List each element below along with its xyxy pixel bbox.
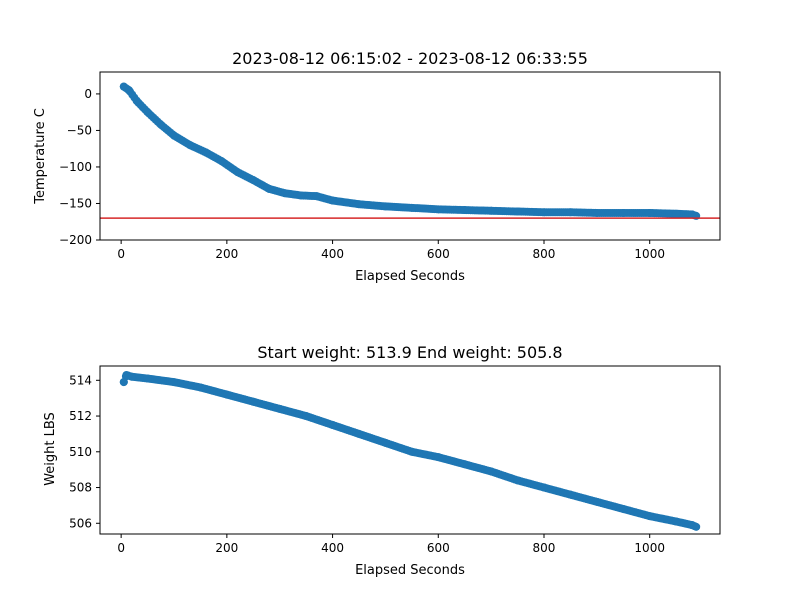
temperature-data-point (487, 206, 496, 215)
weight-data-point (119, 378, 128, 387)
temperature-y-tick-label: −150 (59, 196, 92, 210)
temperature-data-point (170, 131, 178, 140)
temperature-subplot: 2023-08-12 06:15:02 - 2023-08-12 06:33:5… (33, 49, 721, 284)
temperature-y-axis-label: Temperature C (33, 108, 48, 205)
temperature-data-point (539, 208, 548, 217)
weight-data-point (592, 497, 601, 506)
temperature-chart-title: 2023-08-12 06:15:02 - 2023-08-12 06:33:5… (232, 49, 588, 68)
temperature-data-point (672, 209, 681, 218)
temperature-markers (119, 82, 701, 220)
temperature-data-point (407, 203, 416, 212)
weight-data-point (275, 404, 284, 413)
temperature-data-point (201, 148, 210, 157)
weight-y-tick-label: 508 (69, 481, 92, 495)
temperature-y-tick-label: −200 (59, 233, 92, 247)
weight-data-point (222, 390, 231, 399)
temperature-x-tick-label: 200 (215, 247, 238, 261)
weight-data-point (566, 490, 575, 499)
weight-subplot: Start weight: 513.9 End weight: 505.8 El… (43, 343, 721, 578)
weight-data-point (619, 504, 628, 513)
weight-y-tick-label: 510 (69, 445, 92, 459)
weight-y-axis-label: Weight LBS (43, 412, 58, 486)
weight-data-point (692, 522, 701, 531)
temperature-axes-frame (99, 71, 721, 241)
temperature-data-point (592, 208, 601, 217)
weight-data-point (513, 476, 522, 485)
temperature-data-point (434, 205, 443, 214)
weight-x-tick-label: 0 (117, 541, 125, 555)
temperature-data-point (381, 202, 390, 211)
weight-data-point (249, 397, 258, 406)
temperature-y-ticks: −200 −150 −100 −50 0 (59, 87, 100, 247)
temperature-x-ticks: 0 200 400 600 800 1000 (117, 240, 665, 261)
weight-x-tick-label: 200 (215, 541, 238, 555)
weight-data-point (672, 517, 681, 526)
weight-y-ticks: 506 508 510 512 514 (69, 373, 100, 530)
temperature-data-point (513, 207, 522, 216)
temperature-data-point (133, 97, 141, 106)
temperature-data-point (125, 86, 134, 95)
weight-data-point (170, 378, 178, 387)
weight-x-ticks: 0 200 400 600 800 1000 (117, 534, 665, 555)
temperature-x-tick-label: 800 (533, 247, 556, 261)
weight-data-point (196, 383, 205, 392)
weight-data-point (434, 453, 443, 462)
weight-data-point (127, 372, 136, 381)
temperature-data-point (645, 208, 654, 217)
weight-data-point (539, 483, 548, 492)
temperature-data-point (143, 108, 152, 117)
weight-y-tick-label: 506 (69, 516, 92, 530)
temperature-data-point (233, 168, 242, 177)
temperature-x-axis-label: Elapsed Seconds (355, 269, 465, 284)
temperature-data-point (281, 189, 289, 198)
temperature-data-point (249, 176, 258, 185)
weight-y-tick-label: 514 (69, 373, 92, 387)
temperature-data-point (566, 208, 575, 217)
weight-data-point (407, 447, 416, 456)
weight-axes-frame (99, 365, 721, 535)
weight-data-point (645, 512, 654, 521)
weight-chart-title: Start weight: 513.9 End weight: 505.8 (257, 343, 562, 362)
temperature-data-point (156, 120, 165, 129)
weight-x-tick-label: 600 (427, 541, 450, 555)
weight-markers (119, 370, 701, 531)
temperature-x-tick-label: 0 (117, 247, 125, 261)
temperature-data-point (217, 157, 226, 166)
temperature-data-point (328, 196, 337, 205)
weight-y-tick-label: 512 (69, 409, 92, 423)
temperature-data-point (619, 208, 628, 217)
weight-data-point (460, 460, 469, 469)
temperature-data-point (354, 200, 363, 209)
temperature-data-point (460, 206, 469, 215)
weight-data-point (328, 420, 337, 429)
weight-x-tick-label: 800 (533, 541, 556, 555)
weight-data-point (487, 467, 496, 476)
weight-data-point (143, 374, 152, 383)
temperature-y-tick-label: −100 (59, 160, 92, 174)
weight-data-point (302, 412, 311, 421)
temperature-data-point (185, 141, 194, 150)
temperature-data-point (296, 191, 305, 200)
weight-x-axis-label: Elapsed Seconds (355, 563, 465, 578)
temperature-x-tick-label: 600 (427, 247, 450, 261)
temperature-y-tick-label: 0 (84, 87, 92, 101)
temperature-x-tick-label: 1000 (634, 247, 665, 261)
temperature-x-tick-label: 400 (321, 247, 344, 261)
weight-x-tick-label: 400 (321, 541, 344, 555)
temperature-data-point (265, 184, 274, 193)
weight-x-tick-label: 1000 (634, 541, 665, 555)
temperature-y-tick-label: −50 (67, 123, 92, 137)
temperature-data-point (312, 192, 321, 201)
weight-data-point (354, 429, 363, 438)
weight-data-point (381, 438, 390, 447)
